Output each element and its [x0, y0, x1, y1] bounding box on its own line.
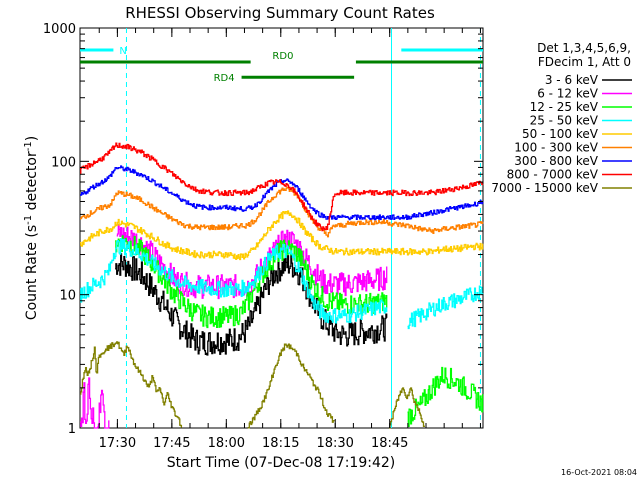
series-line [80, 186, 484, 238]
chart-title: RHESSI Observing Summary Count Rates [125, 4, 435, 22]
annotation-layer: N RD0 RD4 [80, 28, 483, 428]
y-tick-label: 100 [51, 155, 76, 170]
legend-header-line-1: Det 1,3,4,5,6,9, [537, 41, 631, 55]
x-tick-label: 18:00 [208, 436, 245, 451]
legend-header-line-2: FDecim 1, Att 0 [538, 55, 631, 69]
y-tick-label: 10 [59, 289, 76, 304]
plot-frame [79, 27, 484, 429]
x-tick-label: 18:15 [262, 436, 299, 451]
x-tick-label: 18:30 [316, 436, 353, 451]
legend-entry-label: 12 - 25 keV [530, 100, 599, 114]
series-line [80, 341, 425, 429]
y-axis-label: Count Rate (s-1 detector-1) [23, 136, 40, 320]
state-bar-label: RD4 [214, 73, 235, 84]
series-line [80, 165, 484, 221]
legend-entry-label: 6 - 12 keV [537, 87, 599, 101]
y-tick-label: 1 [68, 422, 76, 437]
series-line [80, 238, 484, 330]
legend-entry-label: 25 - 50 keV [530, 114, 599, 128]
series-line [80, 210, 484, 261]
series-layer [80, 142, 484, 429]
legend-entry-label: 800 - 7000 keV [507, 168, 599, 182]
series-line [80, 223, 388, 429]
legend-entry-label: 7000 - 15000 keV [491, 181, 598, 195]
x-tick-label: 17:45 [153, 436, 190, 451]
x-axis-label: Start Time (07-Dec-08 17:19:42) [167, 455, 395, 471]
legend-entry-label: 3 - 6 keV [545, 73, 599, 87]
legend-entry-label: 100 - 300 keV [514, 141, 598, 155]
axis-layer: 1 10 100 1000 17:30 17:45 18:00 18:15 18:30 18:45 [43, 22, 483, 451]
x-tick-label: 18:45 [371, 436, 408, 451]
state-bar-label: RD0 [272, 51, 293, 62]
series-line [115, 235, 484, 428]
footer-timestamp: 16-Oct-2021 08:04 [561, 468, 637, 477]
legend: Det 1,3,4,5,6,9, FDecim 1, Att 0 3 - 6 k… [491, 41, 632, 195]
x-tick-label: 17:30 [99, 436, 136, 451]
legend-entry-label: 300 - 800 keV [514, 154, 598, 168]
y-tick-label: 1000 [43, 22, 76, 37]
state-bar-label: N [119, 46, 126, 57]
series-line [80, 142, 484, 232]
legend-entry-label: 50 - 100 keV [522, 127, 599, 141]
series-line [115, 253, 388, 356]
